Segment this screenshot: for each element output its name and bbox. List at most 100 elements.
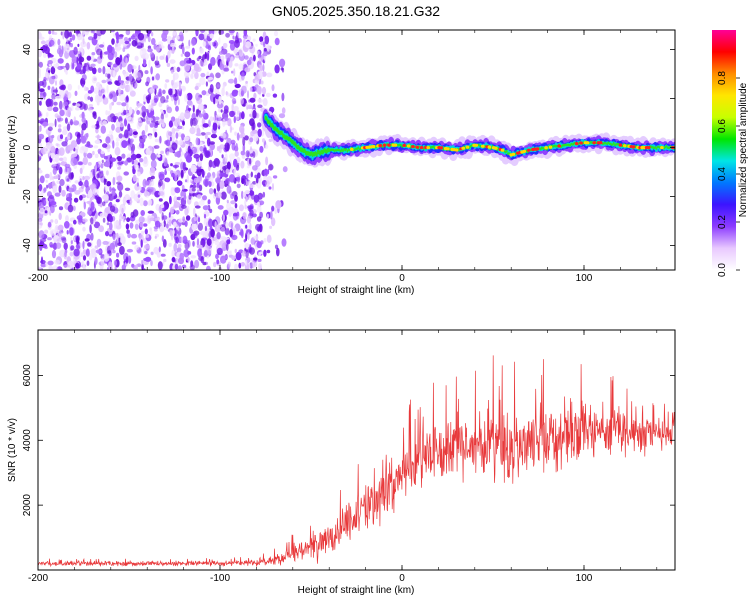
noise-speckle <box>105 161 111 168</box>
noise-speckle <box>47 182 53 189</box>
y-tick-label: 4000 <box>22 429 33 452</box>
noise-speckle <box>250 193 255 200</box>
noise-speckle <box>122 198 127 204</box>
noise-speckle <box>150 260 153 267</box>
noise-speckle <box>231 142 236 151</box>
noise-speckle <box>245 196 248 202</box>
snr-y-label: SNR (10 * v/v) <box>7 418 18 482</box>
noise-speckle <box>199 153 204 162</box>
track-peak <box>382 143 387 147</box>
noise-speckle <box>219 172 225 178</box>
noise-speckle <box>216 170 221 179</box>
noise-speckle <box>74 30 81 34</box>
noise-speckle <box>228 30 235 34</box>
noise-speckle <box>142 111 146 119</box>
noise-speckle <box>240 262 245 267</box>
noise-speckle <box>173 66 176 72</box>
noise-speckle <box>55 143 59 147</box>
noise-speckle <box>120 59 127 68</box>
noise-speckle <box>86 152 93 159</box>
noise-speckle <box>245 150 250 158</box>
noise-speckle <box>82 38 85 45</box>
noise-speckle <box>47 70 51 74</box>
noise-speckle <box>278 113 286 119</box>
noise-speckle <box>124 129 129 139</box>
noise-speckle <box>124 37 128 42</box>
noise-speckle <box>186 92 193 101</box>
noise-speckle <box>199 47 204 54</box>
noise-speckle <box>282 166 288 173</box>
noise-speckle <box>255 43 258 47</box>
noise-speckle <box>245 80 248 84</box>
noise-speckle <box>190 164 197 174</box>
y-tick-label: 2000 <box>22 494 33 517</box>
noise-speckle <box>82 156 89 166</box>
noise-speckle <box>136 42 143 47</box>
noise-speckle <box>161 235 165 242</box>
noise-speckle <box>193 177 200 184</box>
noise-speckle <box>57 58 64 64</box>
noise-speckle <box>117 166 122 170</box>
noise-speckle <box>185 215 191 221</box>
noise-speckle <box>197 222 203 231</box>
noise-speckle <box>80 135 87 144</box>
noise-speckle <box>227 142 230 152</box>
noise-speckle <box>253 257 258 261</box>
noise-speckle <box>82 65 86 75</box>
noise-speckle <box>103 194 109 203</box>
noise-speckle <box>259 145 264 153</box>
noise-speckle <box>183 136 190 142</box>
noise-speckle <box>223 67 230 72</box>
noise-speckle <box>100 88 105 94</box>
noise-speckle <box>147 117 154 122</box>
noise-speckle <box>233 68 236 77</box>
track-peak <box>574 142 579 146</box>
noise-speckle <box>248 158 252 165</box>
noise-speckle <box>153 145 160 149</box>
noise-speckle <box>78 181 83 187</box>
noise-speckle <box>140 239 143 248</box>
noise-speckle <box>102 240 109 245</box>
noise-speckle <box>114 80 119 85</box>
track-peak <box>378 144 383 148</box>
noise-speckle <box>243 30 248 37</box>
noise-speckle <box>220 191 227 200</box>
noise-speckle <box>65 44 71 53</box>
noise-speckle <box>225 32 231 38</box>
track-cell <box>357 146 360 149</box>
noise-speckle <box>218 37 221 45</box>
noise-speckle <box>231 70 234 74</box>
noise-speckle <box>142 158 149 168</box>
noise-speckle <box>244 55 249 60</box>
noise-speckle <box>169 136 172 142</box>
noise-speckle <box>160 96 166 104</box>
noise-speckle <box>209 33 214 39</box>
noise-speckle <box>154 131 158 138</box>
noise-speckle <box>144 33 146 43</box>
noise-speckle <box>130 153 137 161</box>
noise-speckle <box>70 236 73 241</box>
noise-speckle <box>112 140 115 149</box>
noise-speckle <box>281 107 286 114</box>
noise-speckle <box>90 232 94 241</box>
noise-speckle <box>263 168 268 177</box>
noise-speckle <box>205 265 211 270</box>
noise-speckle <box>281 67 285 73</box>
noise-speckle <box>131 39 138 47</box>
noise-speckle <box>249 113 252 118</box>
noise-speckle <box>218 95 222 105</box>
noise-speckle <box>234 131 238 136</box>
noise-speckle <box>249 105 253 110</box>
x-tick-label: 0 <box>399 273 405 284</box>
noise-speckle <box>126 95 129 103</box>
noise-speckle <box>183 194 187 201</box>
noise-speckle <box>216 102 224 109</box>
noise-speckle <box>57 224 64 231</box>
noise-speckle <box>168 219 172 227</box>
noise-speckle <box>128 84 133 93</box>
noise-speckle <box>53 32 58 35</box>
noise-speckle <box>63 264 70 268</box>
noise-speckle <box>196 194 202 199</box>
noise-speckle <box>72 205 76 211</box>
noise-speckle <box>160 253 166 257</box>
